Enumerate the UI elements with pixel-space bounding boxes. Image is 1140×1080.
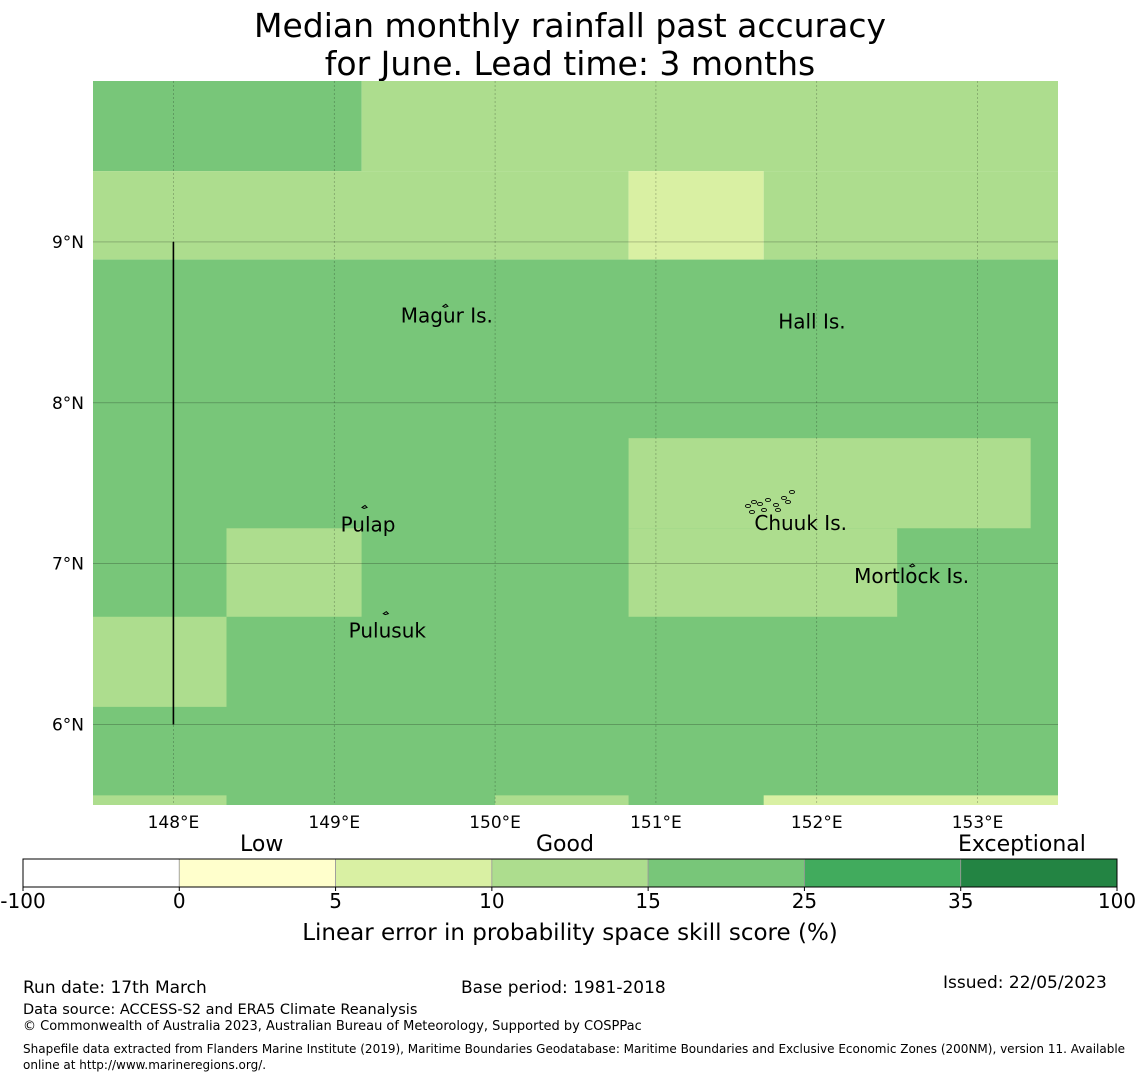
chuuk-islet <box>745 503 751 509</box>
chuuk-islet <box>749 509 755 515</box>
colorbar-category-exceptional: Exceptional <box>958 832 1086 857</box>
grid-cell <box>763 795 1058 805</box>
grid-cell <box>361 81 1058 172</box>
colorbar-tick-label: 35 <box>948 889 973 913</box>
issued-date: Issued: 22/05/2023 <box>943 973 1107 993</box>
island-outline <box>908 563 916 568</box>
place-labels: Magur Is. Hall Is. Pulap Chuuk Is. Mortlock … <box>341 303 970 642</box>
place-label: Pulusuk <box>349 619 427 643</box>
data-source: Data source: ACCESS-S2 and ERA5 Climate … <box>23 1002 418 1018</box>
shapefile-credit: Shapefile data extracted from Flanders M… <box>23 1042 1126 1072</box>
place-label: Mortlock Is. <box>854 564 969 588</box>
chuuk-islet <box>789 489 795 495</box>
colorbar-axis-label: Linear error in probability space skill … <box>302 920 838 946</box>
chuuk-islet <box>773 502 779 508</box>
colorbar-bin <box>491 858 649 888</box>
longitude-tick-label: 150°E <box>469 813 521 833</box>
colorbar-frame <box>22 858 1118 888</box>
graticule <box>93 81 1058 805</box>
colorbar-tick-label: -100 <box>0 889 45 913</box>
chuuk-islet <box>785 499 791 505</box>
island-outline <box>441 303 449 308</box>
longitude-tick-label: 153°E <box>952 813 1004 833</box>
colorbar-tick-label: 25 <box>792 889 817 913</box>
latitude-tick-label: 6°N <box>52 716 84 736</box>
island-outlines <box>361 303 916 616</box>
colorbar-bin <box>22 858 180 888</box>
colorbar-tick-label: 10 <box>479 889 504 913</box>
colorbar-bin <box>335 858 493 888</box>
chuuk-islet <box>775 507 781 513</box>
longitude-tick-label: 148°E <box>148 813 200 833</box>
grid-cell <box>763 171 1058 260</box>
colorbar-bin <box>960 858 1118 888</box>
skill-grid <box>93 81 1058 805</box>
colorbar-category-low: Low <box>240 832 284 857</box>
colorbar-category-good: Good <box>536 832 594 857</box>
grid-cell <box>628 528 898 617</box>
colorbar <box>22 858 1118 888</box>
place-label: Chuuk Is. <box>754 511 847 535</box>
colorbar-tick-label: 0 <box>173 889 186 913</box>
grid-cell <box>93 81 362 172</box>
chuuk-islet <box>751 499 757 505</box>
place-label: Magur Is. <box>401 303 493 327</box>
longitude-tick-label: 149°E <box>308 813 360 833</box>
grid-cell <box>495 795 629 805</box>
chuuk-islet <box>761 507 767 513</box>
island-outline <box>382 610 390 616</box>
longitude-tick-label: 151°E <box>630 813 682 833</box>
grid-cell <box>628 438 1031 529</box>
colorbar-tick-label: 5 <box>329 889 342 913</box>
colorbar-ticks: -100 0 5 10 15 25 35 100 <box>0 887 1136 913</box>
copyright: © Commonwealth of Australia 2023, Austra… <box>23 1019 642 1034</box>
latitude-tick-label: 9°N <box>52 233 84 253</box>
latitude-tick-label: 8°N <box>52 394 84 414</box>
latitude-ticks: 9°N 8°N 7°N 6°N <box>52 233 84 736</box>
grid-cell <box>93 795 227 805</box>
chuuk-islet <box>765 497 771 503</box>
colorbar-bin <box>178 858 336 888</box>
map-title-line2: for June. Lead time: 3 months <box>324 44 816 83</box>
chuuk-islet <box>757 501 763 507</box>
colorbar-bin <box>804 858 962 888</box>
map-title-line1: Median monthly rainfall past accuracy <box>253 6 887 45</box>
place-label: Hall Is. <box>778 310 845 334</box>
longitude-ticks: 148°E 149°E 150°E 151°E 152°E 153°E <box>148 813 1004 833</box>
island-outline <box>361 504 368 509</box>
latitude-tick-label: 7°N <box>52 555 84 575</box>
run-date: Run date: 17th March <box>23 978 207 998</box>
grid-cell <box>93 171 629 260</box>
longitude-tick-label: 152°E <box>791 813 843 833</box>
grid-cell <box>226 528 362 617</box>
colorbar-bin <box>647 858 805 888</box>
place-label: Pulap <box>341 512 396 536</box>
colorbar-tick-label: 15 <box>635 889 660 913</box>
chuuk-islet <box>781 495 787 501</box>
grid-cell <box>93 616 227 707</box>
base-period: Base period: 1981-2018 <box>461 978 666 998</box>
colorbar-tick-label: 100 <box>1098 889 1136 913</box>
grid-cell <box>628 171 764 260</box>
